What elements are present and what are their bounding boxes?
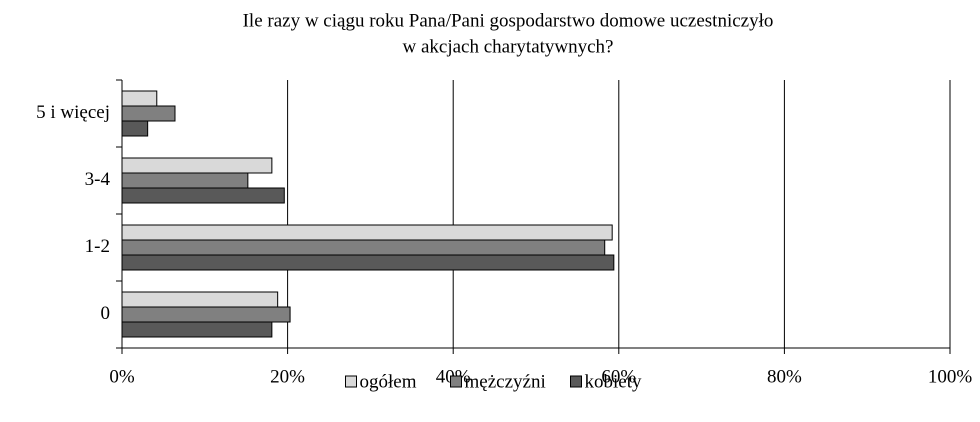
- legend-label: ogółem: [360, 371, 417, 392]
- y-tick-label: 3-4: [85, 169, 111, 190]
- bar: [121, 224, 613, 241]
- bar: [121, 321, 273, 338]
- bar: [121, 239, 606, 256]
- legend-label: kobiety: [585, 371, 642, 392]
- y-tick-label: 0: [101, 303, 111, 324]
- legend-swatch: [570, 375, 582, 388]
- legend-label: mężczyźni: [465, 371, 546, 392]
- bar: [121, 172, 249, 189]
- bar: [121, 306, 291, 323]
- bar: [121, 187, 285, 204]
- bar: [121, 105, 176, 122]
- bar: [121, 254, 615, 271]
- legend-swatch: [450, 375, 462, 388]
- bar: [121, 291, 279, 308]
- bar: [121, 157, 273, 174]
- y-tick-label: 1-2: [85, 236, 110, 257]
- chart-title: Ile razy w ciągu roku Pana/Pani gospodar…: [243, 10, 774, 31]
- chart-title: w akcjach charytatywnych?: [402, 36, 613, 57]
- y-tick-label: 5 i więcej: [36, 102, 110, 123]
- legend-swatch: [345, 375, 357, 388]
- bar: [121, 90, 158, 107]
- x-tick-label: 100%: [928, 366, 973, 387]
- bar: [121, 120, 149, 137]
- x-tick-label: 20%: [270, 366, 305, 387]
- x-tick-label: 0%: [109, 366, 135, 387]
- x-tick-label: 60%: [601, 366, 636, 387]
- x-tick-label: 80%: [767, 366, 802, 387]
